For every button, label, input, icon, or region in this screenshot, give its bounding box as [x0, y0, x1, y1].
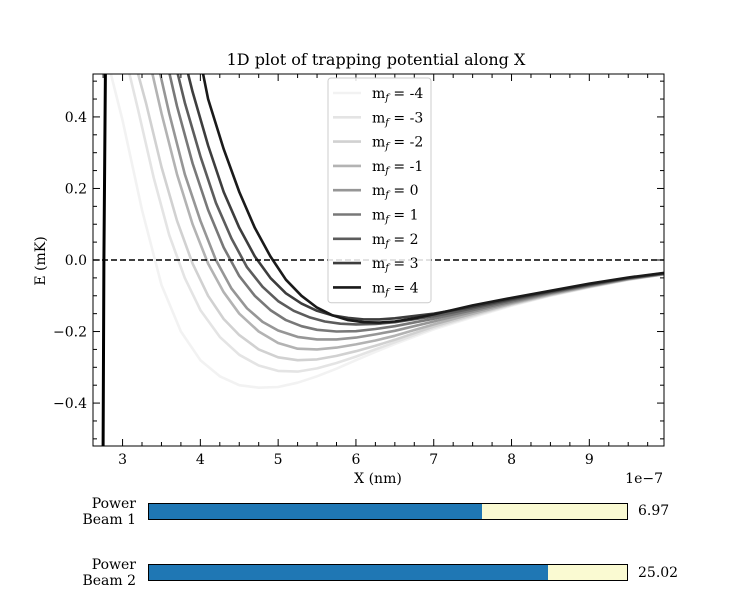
legend-label: mf = -2	[372, 135, 423, 153]
legend-label: mf = 3	[372, 256, 419, 274]
y-tick-label: 0.2	[65, 181, 87, 197]
x-tick-label: 7	[429, 452, 438, 468]
slider-track-beam-1[interactable]	[148, 503, 628, 520]
y-axis-label: E (mK)	[33, 236, 49, 285]
y-tick-label: −0.2	[53, 325, 87, 341]
y-tick-label: 0.4	[65, 110, 87, 126]
slider-value-beam-2: 25.02	[638, 565, 679, 581]
x-tick-label: 8	[507, 452, 516, 468]
slider-label-beam-1: Power Beam 1	[82, 496, 136, 528]
x-offset-text: 1e−7	[625, 471, 663, 487]
plot-area: 3 4 5 6 7 8 9−0.4−0.20.00.20.4mf = -4mf = -3mf…	[53, 73, 665, 468]
legend-frame	[327, 77, 432, 304]
legend-label: mf = -1	[372, 159, 423, 177]
series-group	[93, 74, 664, 446]
legend-label: mf = 0	[372, 183, 419, 201]
legend-label: mf = -3	[372, 110, 423, 128]
legend-label: mf = 4	[372, 280, 419, 298]
legend-label: mf = 2	[372, 232, 419, 250]
slider-fill-beam-1	[149, 504, 483, 519]
slider-fill-beam-2	[149, 565, 548, 580]
legend-label: mf = 1	[372, 208, 419, 226]
x-axis-label: X (nm)	[354, 471, 402, 487]
slider-value-beam-1: 6.97	[638, 503, 670, 519]
y-tick-label: 0.0	[65, 253, 87, 269]
slider-track-beam-2[interactable]	[148, 564, 628, 581]
chart-title: 1D plot of trapping potential along X	[227, 50, 526, 69]
legend: mf = -4 mf = -3 mf = -2 mf = -1 mf = 0 mf = 1…	[327, 77, 432, 304]
potential-plot: 1D plot of trapping potential along X 3 4…	[33, 50, 665, 487]
x-tick-label: 9	[585, 452, 594, 468]
series-line-mf-8	[201, 74, 664, 324]
y-tick-label: −0.4	[53, 396, 87, 412]
x-tick-label: 4	[196, 452, 205, 468]
slider-label-beam-2: Power Beam 2	[82, 557, 136, 589]
x-tick-label: 3	[118, 452, 127, 468]
x-tick-label: 6	[351, 452, 360, 468]
legend-label: mf = -4	[372, 86, 423, 104]
x-tick-label: 5	[274, 452, 283, 468]
